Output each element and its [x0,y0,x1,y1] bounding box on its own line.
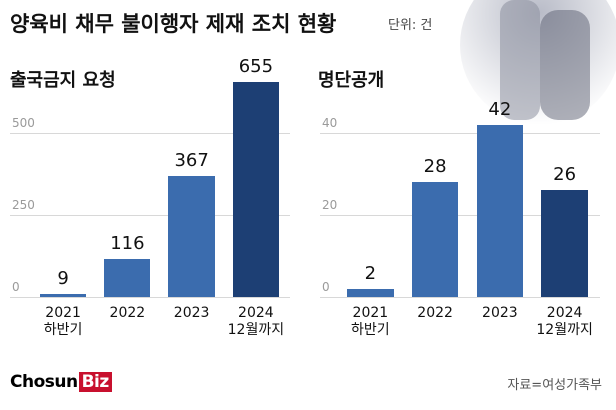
grid-line [320,133,600,134]
subtitle: 명단공개 [318,70,385,91]
grid-line [10,132,290,134]
bar [541,190,588,297]
y-tick-label: 40 [322,116,338,130]
bar [104,258,151,297]
value-label: 116 [110,232,145,254]
value-label: 655 [238,55,274,77]
bar [168,176,215,297]
subtitle: 출국금지 요청 [10,70,116,91]
x-tick-label: 2023 [173,305,210,321]
bar [411,182,459,297]
illustration [460,0,616,125]
y-tick-label: 250 [12,197,35,212]
value-label: 28 [423,156,447,178]
logo-accent: Biz [78,372,112,392]
value-label: 42 [488,98,512,120]
x-tick-label: 2023 [482,305,518,321]
x-tick-label: 2021 하반기 [351,305,390,338]
logo: Chosun Biz [10,372,112,392]
grid-line [320,215,600,216]
x-tick-label: 2024 12월까지 [536,305,593,338]
value-label: 2 [364,262,377,284]
bar [476,124,524,297]
y-tick-label: 20 [322,198,338,212]
value-label: 367 [174,150,209,172]
x-tick-label: 2022 [417,305,453,321]
logo-main: Chosun [10,372,78,392]
source: 자료=여성가족부 [507,378,602,393]
title: 양육비 채무 불이행자 제재 조치 현황 [10,12,337,36]
bar [347,288,394,297]
x-tick-label: 2024 12월까지 [227,305,285,338]
grid-line [10,297,290,298]
value-label: 26 [553,164,577,186]
x-tick-label: 2021 하반기 [43,305,83,338]
grid-line [10,214,290,216]
bar [232,81,279,297]
y-tick-label: 500 [12,115,35,130]
value-label: 9 [57,268,69,290]
grid-line [320,297,600,298]
y-tick-label: 0 [12,280,20,294]
y-tick-label: 0 [322,280,330,294]
bar [39,294,87,297]
x-tick-label: 2022 [109,305,146,321]
unit: 단위: 건 [388,18,433,33]
